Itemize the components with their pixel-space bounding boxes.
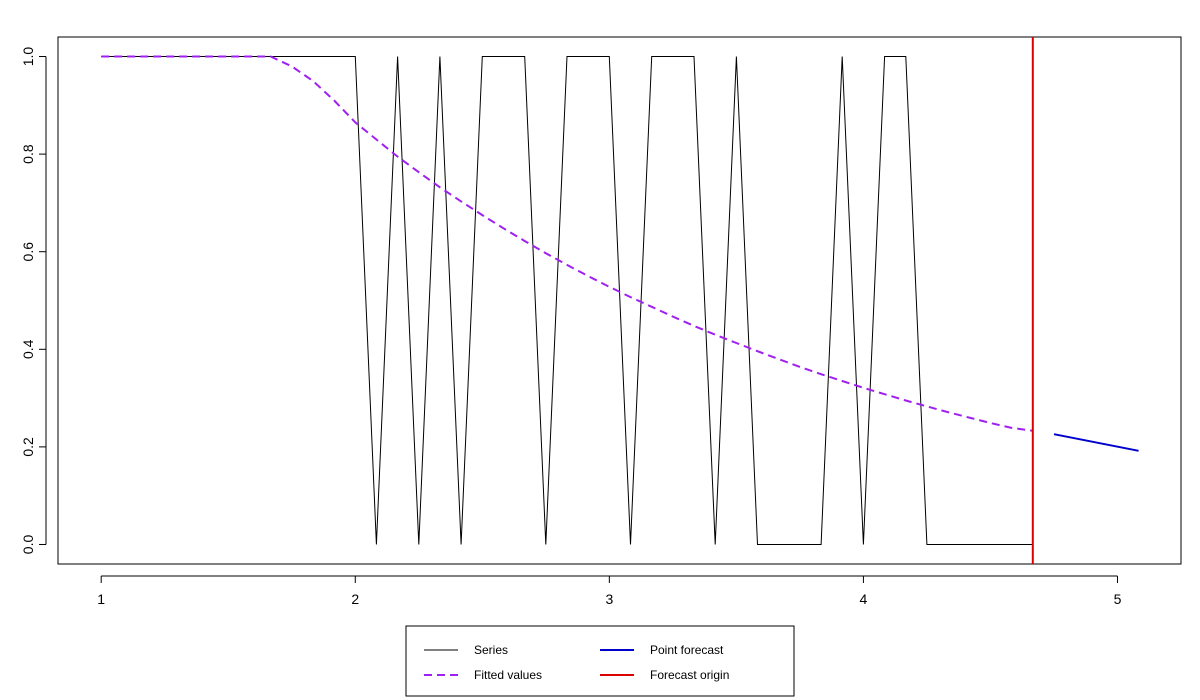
series-line-point-forecast [1053, 433, 1139, 452]
legend-label: Point forecast [650, 643, 724, 657]
x-tick-label: 3 [605, 591, 613, 607]
x-tick-label: 1 [97, 591, 105, 607]
series-line-series [101, 56, 1033, 545]
y-tick-label: 0.0 [20, 535, 36, 555]
y-tick-label: 0.2 [20, 437, 36, 457]
series-layer [101, 55, 1139, 545]
legend-label: Fitted values [474, 668, 542, 682]
legend: Series Point forecast Fitted values Forecas… [405, 625, 795, 697]
y-tick-label: 0.4 [20, 339, 36, 359]
y-axis: 0.0 0.2 0.4 0.6 0.8 1.0 [20, 47, 47, 555]
x-tick-label: 2 [351, 591, 359, 607]
x-tick-label: 5 [1114, 591, 1122, 607]
x-tick-label: 4 [860, 591, 868, 607]
y-tick-label: 1.0 [20, 47, 36, 67]
y-tick-label: 0.6 [20, 242, 36, 262]
legend-box [405, 625, 795, 697]
y-tick-label: 0.8 [20, 144, 36, 164]
series-line-fitted-values [101, 55, 1033, 432]
legend-label: Forecast origin [650, 668, 729, 682]
plot-frame [57, 36, 1182, 565]
x-axis: 1 2 3 4 5 [97, 575, 1122, 607]
legend-label: Series [474, 643, 508, 657]
